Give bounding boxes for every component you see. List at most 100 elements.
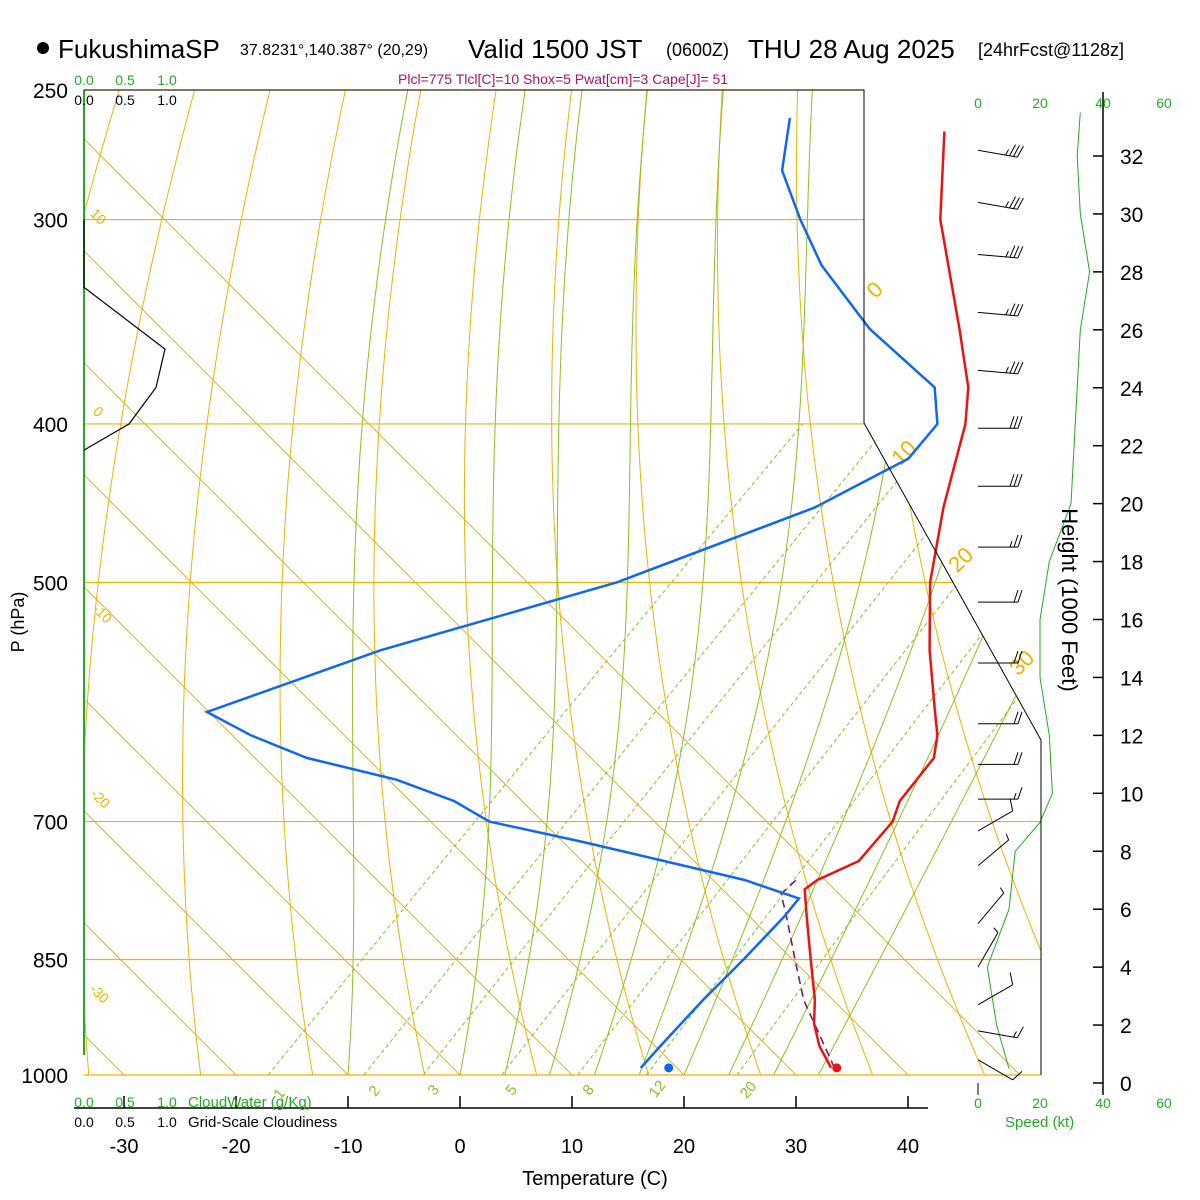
surface-temperature-dot: [832, 1063, 842, 1073]
dry-adiabat-line: [635, 90, 762, 1075]
x-tick-label: -10: [334, 1136, 363, 1158]
wind-barb: [978, 416, 1023, 429]
barb-half-flag: [999, 887, 1005, 894]
wind-barb: [977, 833, 1010, 867]
speed-tick-bottom: 60: [1156, 1095, 1172, 1111]
barb-flag: [1009, 245, 1016, 258]
cloudwater-plot: [83, 90, 166, 1055]
barb-flag: [1017, 589, 1023, 603]
barb-half-flag: [1013, 792, 1017, 800]
cloudwater-tick-top: 0.5: [115, 72, 135, 88]
moist-adiabat-line: [347, 90, 409, 1075]
x-tick-label: 20: [673, 1136, 695, 1158]
height-tick-label: 10: [1120, 783, 1143, 806]
mixing-ratio-line: [501, 423, 1015, 1075]
sounding-profiles: [203, 117, 970, 1073]
barb-half-flag: [1005, 308, 1009, 316]
pressure-tick-label: 1000: [21, 1065, 68, 1088]
isotherm-line: [84, 90, 461, 1075]
wind-barb: [977, 361, 1024, 375]
cloudwater-line: [83, 219, 166, 451]
mixing-ratio-line: [422, 423, 944, 1075]
barb-flag: [1017, 786, 1023, 800]
isotherm-line: [84, 90, 573, 1075]
barb-flag: [1017, 711, 1023, 724]
barb-half-flag: [993, 927, 999, 933]
isotherm-line: [0, 90, 12, 1075]
barb-flag: [1017, 534, 1023, 548]
height-tick-label: 32: [1120, 146, 1143, 169]
dry-adiabat-line: [463, 90, 538, 1075]
mixing-ratio-label: 12: [646, 1077, 670, 1101]
dry-adiabat-line: [1171, 61, 1200, 1075]
wind-barb: [977, 1059, 1023, 1081]
x-axis-title: Temperature (C): [522, 1168, 668, 1190]
wind-barb: [977, 798, 1014, 832]
dry-adiabat-label: 10: [87, 205, 109, 227]
barb-flag: [1009, 361, 1016, 374]
diagram-border: [84, 89, 1042, 1075]
barb-flag: [1009, 972, 1014, 985]
pressure-tick-label: 850: [33, 950, 68, 973]
moist-adiabat-line: [504, 90, 583, 1075]
wind-barb: [978, 786, 1023, 800]
station-name: FukushimaSP: [58, 34, 220, 64]
barb-flag: [1017, 246, 1024, 259]
height-axis-title: Height (1000 Feet): [1057, 508, 1082, 691]
mixing-ratio-line: [577, 423, 1041, 1075]
mixing-ratio-label: 8: [579, 1081, 597, 1098]
barb-flag: [1017, 474, 1023, 487]
cloudiness-tick-top: 1.0: [157, 92, 177, 108]
barb-flag: [1016, 1026, 1024, 1039]
cloudwater-label: CloudWater (g/Kg): [188, 1094, 312, 1111]
moist-adiabat-line: [459, 90, 526, 1075]
barb-staff: [977, 149, 1018, 158]
cloudiness-tick-bottom: 0.0: [74, 1114, 94, 1130]
isotherm-line: [84, 90, 349, 1075]
barb-half-flag: [1013, 1031, 1017, 1038]
wind-barb: [978, 589, 1023, 603]
barb-flag: [1017, 650, 1023, 664]
barb-flag: [1013, 752, 1019, 765]
speed-tick-top: 20: [1032, 95, 1048, 111]
barb-flag: [1017, 752, 1023, 765]
dry-adiabat-line: [551, 90, 650, 1075]
barb-flag: [1016, 145, 1024, 158]
barb-flag: [1013, 474, 1019, 487]
wind-barb: [978, 474, 1023, 487]
barb-flag: [1013, 534, 1019, 548]
station-marker-icon: [37, 42, 49, 54]
dry-adiabat-label: -20: [88, 786, 114, 812]
barb-staff: [977, 932, 999, 968]
barb-staff: [977, 201, 1018, 210]
height-wind-panel: 0246810121416182022242628303200202040406…: [974, 92, 1172, 1111]
pressure-tick-label: 400: [33, 414, 68, 437]
barb-half-flag: [1005, 201, 1010, 208]
dry-adiabat-label: 0: [862, 277, 888, 303]
wind-speed-line: [986, 112, 1091, 1069]
barb-flag: [1013, 145, 1020, 157]
dry-adiabat-label: 20: [943, 542, 978, 577]
wind-barb: [977, 887, 1005, 924]
height-tick-label: 12: [1120, 725, 1143, 748]
barb-staff: [977, 1030, 1018, 1039]
forecast-info: [24hrFcst@1128z]: [978, 40, 1124, 60]
barb-flag: [1009, 196, 1016, 209]
wind-barb: [978, 752, 1023, 765]
barb-flag: [1017, 304, 1024, 317]
cloudwater-tick-bottom: 0.0: [74, 1094, 94, 1110]
wind-barb: [977, 196, 1024, 210]
dewpoint-line: [203, 117, 939, 1069]
height-tick-label: 30: [1120, 204, 1143, 227]
x-tick-label: -30: [110, 1136, 139, 1158]
height-tick-label: 16: [1120, 610, 1143, 633]
x-tick-label: 0: [454, 1136, 465, 1158]
speed-tick-top: 60: [1156, 95, 1172, 111]
dry-adiabat-line: [795, 90, 986, 1075]
barb-flag: [1016, 197, 1024, 210]
moist-adiabat-line: [638, 90, 813, 1075]
height-tick-label: 18: [1120, 552, 1143, 575]
wind-barb: [977, 972, 1014, 1006]
speed-tick-top: 40: [1095, 95, 1111, 111]
dry-adiabat-line: [1021, 90, 1041, 1075]
